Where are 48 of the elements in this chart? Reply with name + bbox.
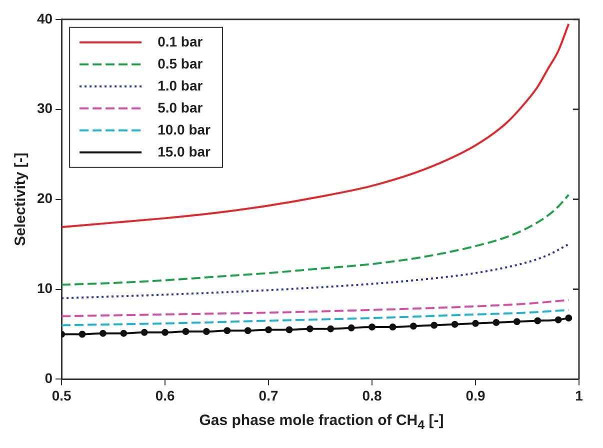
point: [78, 330, 86, 338]
point: [202, 328, 210, 336]
y-tick-label: 40: [36, 10, 53, 26]
legend-label: 10.0 bar: [158, 121, 212, 138]
point: [513, 318, 520, 326]
legend-label: 0.1 bar: [158, 33, 204, 50]
x-tick-label: 1: [575, 387, 584, 404]
x-axis-title: Gas phase mole fraction of CH$_{4}$ [-]: [198, 412, 445, 432]
point: [472, 320, 480, 327]
line-series: [62, 299, 570, 318]
y-tick-label: 10: [36, 280, 53, 296]
point: [410, 322, 417, 330]
y-tick-label: 30: [36, 100, 53, 116]
point: [492, 319, 500, 326]
line-series: [62, 243, 570, 300]
x-tick-label: 0.8: [362, 387, 382, 404]
point: [265, 326, 272, 334]
point: [389, 324, 396, 331]
y-tick-label: 0: [44, 370, 53, 386]
point: [306, 325, 314, 332]
point: [451, 320, 458, 328]
x-tick-label: 0.9: [466, 387, 486, 404]
legend-label: 15.0 bar: [158, 143, 212, 160]
point: [534, 317, 542, 324]
point: [554, 316, 562, 324]
x-tick-label: 0.5: [52, 387, 72, 404]
point: [327, 325, 334, 332]
y-tick-label: 20: [36, 190, 53, 206]
line-series: [62, 194, 570, 286]
legend-label: 0.5 bar: [158, 55, 204, 72]
point: [120, 330, 128, 337]
x-tick-label: 0.7: [258, 387, 278, 404]
point: [182, 328, 190, 336]
x-tick-label: 0.6: [155, 387, 175, 404]
point: [286, 326, 293, 334]
y-axis-title: Selectivity [-]: [12, 152, 30, 246]
point: [348, 324, 355, 332]
point: [140, 328, 148, 336]
point: [565, 314, 572, 322]
legend-label: 1.0 bar: [158, 77, 204, 94]
legend-label: 5.0 bar: [158, 99, 204, 116]
point: [224, 327, 231, 334]
line-series: [62, 22, 570, 228]
point: [244, 327, 252, 334]
point: [99, 330, 106, 337]
point: [368, 324, 376, 331]
point: [162, 328, 169, 336]
point: [430, 322, 438, 329]
